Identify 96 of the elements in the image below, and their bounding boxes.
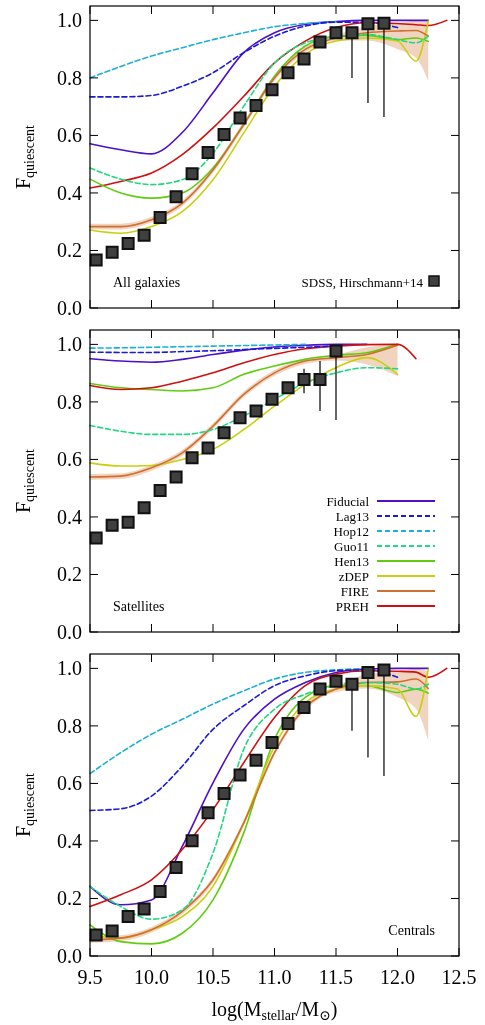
line-series [89,356,399,467]
x-tick-label: 10.5 [195,966,231,988]
point [169,470,183,484]
point [233,411,247,425]
legend-label: Lag13 [335,508,369,524]
y-tick-label: 0.0 [57,297,82,319]
point [265,736,279,750]
point [281,717,295,731]
point [265,83,279,97]
point [345,677,359,691]
point [297,52,311,66]
annotation: Satellites [113,598,165,614]
y-tick-label: 0.6 [57,772,82,795]
point [233,768,247,782]
point [201,145,215,159]
point [137,902,151,916]
point [201,441,215,455]
point [137,501,151,515]
point [329,26,343,40]
point [89,531,103,545]
y-tick-label: 0.0 [57,621,82,643]
y-tick-label: 0.8 [57,390,82,413]
point [153,483,167,497]
y-tick-label: 0.8 [57,66,82,89]
annotation: All galaxies [113,274,181,290]
point [329,344,343,358]
legend-label: SDSS, Hirschmann+14 [301,274,424,290]
legend-label: Fiducial [326,493,370,509]
point [297,701,311,714]
x-tick-label: 11.5 [318,966,354,988]
point [361,17,375,31]
point [377,16,391,30]
point [249,753,263,767]
point [153,885,167,899]
y-tick-label: 0.4 [57,505,82,528]
point [329,674,343,688]
y-tick-label: 0.8 [57,714,82,737]
point [217,426,231,440]
y-tick-label: 1.0 [57,333,82,356]
point [153,210,167,224]
point [121,237,135,251]
x-tick-label: 9.5 [77,966,103,988]
x-tick-label: 12.0 [380,966,415,988]
x-tick-label: 10.0 [134,966,169,988]
x-tick-label: 11.0 [257,966,292,988]
legend-label: FIRE [340,583,370,599]
legend-label: Hen13 [334,553,369,569]
point [137,228,151,242]
point [345,26,359,40]
x-tick-label: 12.5 [441,966,477,988]
point [217,787,231,800]
x-axis-title: log(M$_{stellar}$/M$_{⊙}$) [211,998,338,1024]
legend-label: zDEP [338,568,369,584]
y-tick-label: 0.6 [57,448,82,471]
point [313,35,327,49]
point [217,128,231,142]
annotation: Centrals [388,922,435,938]
y-tick-label: 0.4 [57,829,82,852]
point [121,910,135,924]
point [121,515,135,529]
point [313,682,327,696]
point [185,451,199,465]
y-tick-label: 1.0 [57,657,82,680]
y-tick-label: 0.0 [57,945,82,967]
y-tick-label: 0.6 [57,124,82,147]
point [185,834,199,848]
point [249,99,263,113]
point [201,806,215,820]
point [249,404,263,418]
legend-label: Guo11 [334,538,369,554]
line-series [89,21,337,79]
line-series [89,366,399,436]
point [105,924,119,938]
y-tick-label: 0.2 [57,239,82,262]
y-tick-label: 0.2 [57,887,82,910]
point [169,860,183,874]
point [89,253,103,267]
point [233,111,247,125]
point [185,167,199,181]
legend-label: Hop12 [333,523,369,539]
y-tick-label: 0.4 [57,181,82,204]
legend-label: PREH [335,598,369,614]
point [169,190,183,204]
point [297,372,311,386]
point [105,245,119,259]
y-tick-label: 0.2 [57,563,82,586]
point [265,392,279,406]
point [377,663,391,677]
point [105,518,119,532]
line-series [89,19,430,155]
point [361,665,375,679]
point [89,928,103,942]
point [281,381,295,395]
point [281,66,295,80]
point [313,372,327,386]
y-tick-label: 1.0 [57,9,82,32]
